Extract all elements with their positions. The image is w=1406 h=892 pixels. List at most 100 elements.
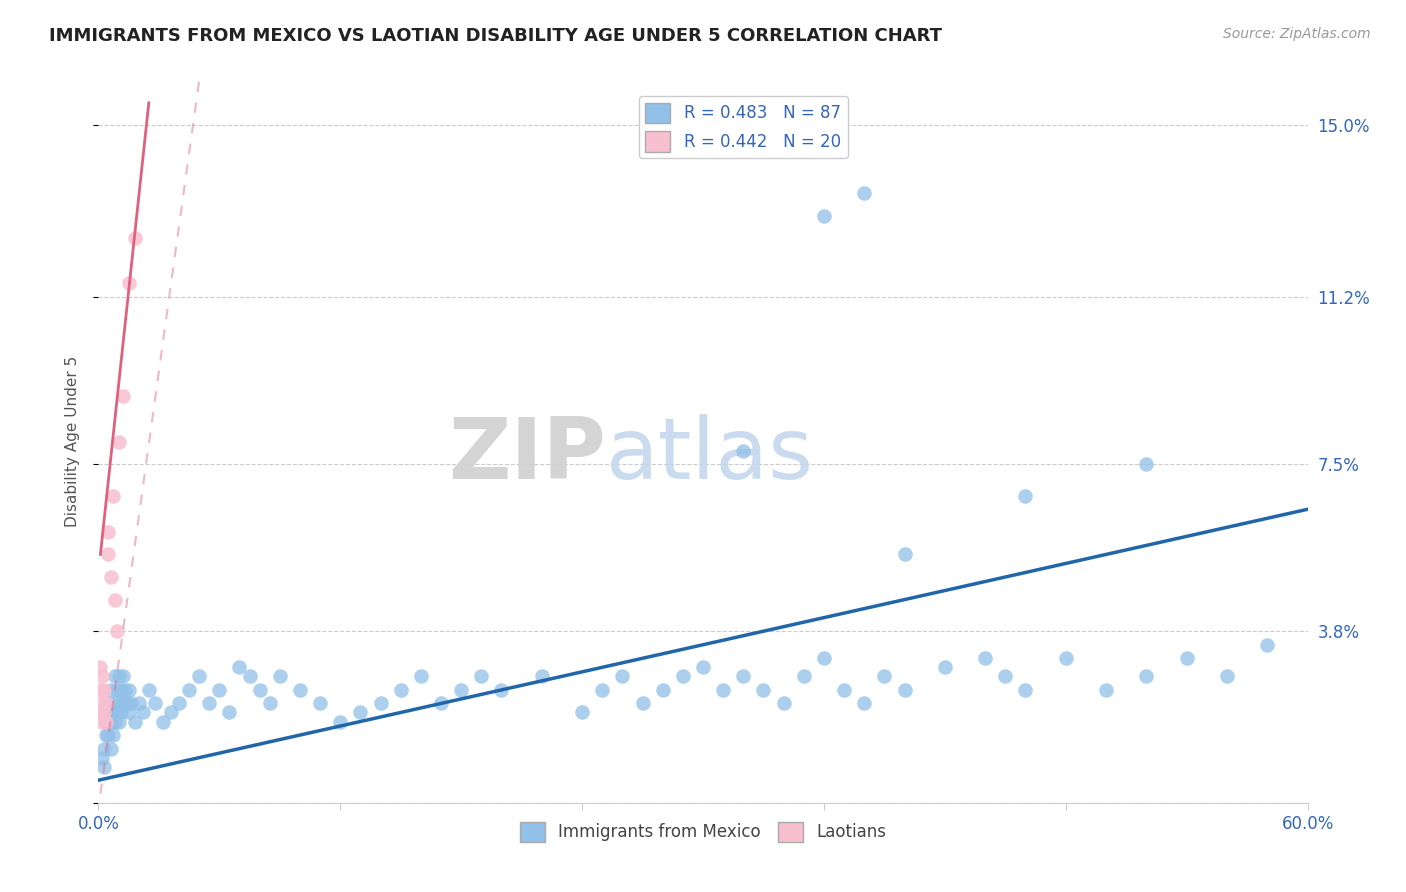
Point xyxy=(107,697,129,711)
Point xyxy=(96,714,118,729)
Point xyxy=(118,277,141,291)
Point xyxy=(111,389,134,403)
Point xyxy=(571,706,593,720)
Point xyxy=(179,682,201,697)
Point xyxy=(813,209,835,223)
Point xyxy=(1256,638,1278,652)
Point xyxy=(389,682,412,697)
Point xyxy=(118,706,141,720)
Text: ZIP: ZIP xyxy=(449,415,606,498)
Point xyxy=(1135,669,1157,683)
Point xyxy=(853,697,876,711)
Point xyxy=(100,741,122,756)
Point xyxy=(111,697,134,711)
Point xyxy=(132,706,155,720)
Point xyxy=(105,706,128,720)
Point xyxy=(198,697,221,711)
Point xyxy=(733,443,755,458)
Point xyxy=(97,697,120,711)
Point xyxy=(93,706,115,720)
Point xyxy=(450,682,472,697)
Point xyxy=(893,682,915,697)
Point xyxy=(110,682,132,697)
Legend: Immigrants from Mexico, Laotians: Immigrants from Mexico, Laotians xyxy=(513,815,893,848)
Point xyxy=(120,697,142,711)
Point xyxy=(101,489,124,503)
Point xyxy=(93,741,115,756)
Point xyxy=(612,669,634,683)
Point xyxy=(711,682,734,697)
Point xyxy=(228,660,250,674)
Point xyxy=(103,714,125,729)
Point xyxy=(97,706,120,720)
Point xyxy=(430,697,453,711)
Point xyxy=(1135,457,1157,471)
Point xyxy=(128,697,150,711)
Point xyxy=(370,697,392,711)
Point xyxy=(91,697,114,711)
Point xyxy=(269,669,291,683)
Point xyxy=(110,706,132,720)
Point xyxy=(752,682,775,697)
Point xyxy=(124,714,146,729)
Point xyxy=(994,669,1017,683)
Point xyxy=(97,524,120,539)
Point xyxy=(115,697,138,711)
Point xyxy=(631,697,654,711)
Point xyxy=(893,548,915,562)
Point xyxy=(97,728,120,742)
Point xyxy=(107,434,129,449)
Point xyxy=(152,714,174,729)
Point xyxy=(813,651,835,665)
Point xyxy=(772,697,794,711)
Point xyxy=(1175,651,1198,665)
Point xyxy=(101,706,124,720)
Point xyxy=(208,682,231,697)
Point xyxy=(1095,682,1118,697)
Point xyxy=(107,669,129,683)
Point xyxy=(105,682,128,697)
Point xyxy=(96,714,118,729)
Point xyxy=(409,669,432,683)
Point xyxy=(89,706,111,720)
Point xyxy=(832,682,855,697)
Point xyxy=(91,669,114,683)
Point xyxy=(288,682,311,697)
Point xyxy=(160,706,183,720)
Point xyxy=(93,682,115,697)
Point xyxy=(138,682,160,697)
Text: atlas: atlas xyxy=(606,415,814,498)
Point xyxy=(309,697,332,711)
Point xyxy=(259,697,281,711)
Point xyxy=(96,697,118,711)
Point xyxy=(118,682,141,697)
Point xyxy=(651,682,673,697)
Point xyxy=(107,714,129,729)
Text: IMMIGRANTS FROM MEXICO VS LAOTIAN DISABILITY AGE UNDER 5 CORRELATION CHART: IMMIGRANTS FROM MEXICO VS LAOTIAN DISABI… xyxy=(49,27,942,45)
Y-axis label: Disability Age Under 5: Disability Age Under 5 xyxy=(65,356,80,527)
Point xyxy=(124,231,146,245)
Point xyxy=(1014,489,1036,503)
Point xyxy=(103,669,125,683)
Point xyxy=(672,669,695,683)
Point xyxy=(105,624,128,639)
Point xyxy=(101,728,124,742)
Point xyxy=(100,570,122,584)
Point xyxy=(218,706,240,720)
Point xyxy=(188,669,211,683)
Point xyxy=(91,750,114,764)
Point xyxy=(1054,651,1077,665)
Point xyxy=(873,669,896,683)
Point xyxy=(89,660,111,674)
Point xyxy=(349,706,371,720)
Point xyxy=(103,592,125,607)
Point xyxy=(530,669,553,683)
Point xyxy=(97,548,120,562)
Point xyxy=(96,728,118,742)
Point xyxy=(103,697,125,711)
Point xyxy=(793,669,815,683)
Point xyxy=(1216,669,1239,683)
Point xyxy=(93,760,115,774)
Point xyxy=(853,186,876,201)
Point xyxy=(89,682,111,697)
